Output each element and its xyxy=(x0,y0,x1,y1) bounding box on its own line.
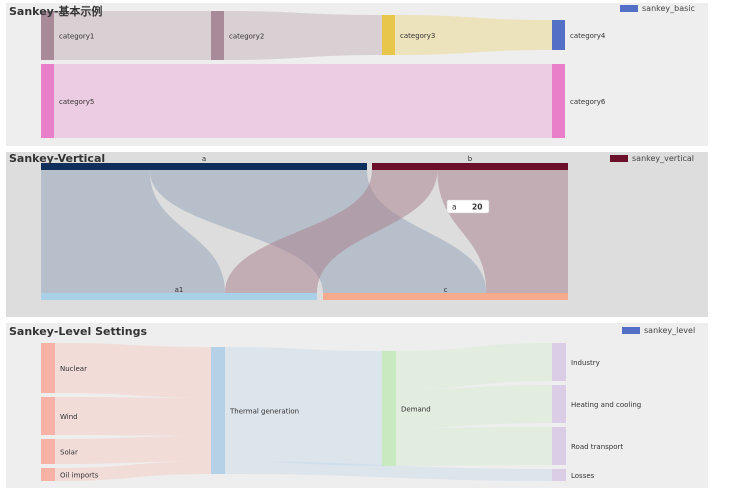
legend-label: sankey_vertical xyxy=(632,154,694,163)
link-thermal-generation-to-losses xyxy=(225,461,552,481)
node-category3 xyxy=(382,15,395,55)
tooltip xyxy=(446,199,490,214)
node-label-category1: category1 xyxy=(59,33,94,41)
node-a xyxy=(41,163,367,170)
link-demand-to-heating-and-cooling xyxy=(396,385,552,428)
node-label-heating-and-cooling: Heating and cooling xyxy=(571,401,641,409)
sankey-vertical-panel: a b a1 c a 20 Sankey-Vertical sankey_vertical xyxy=(6,152,708,317)
node-label-industry: Industry xyxy=(571,359,600,367)
node-demand xyxy=(382,351,396,466)
link-category2-to-category3 xyxy=(224,11,382,60)
node-wind xyxy=(41,397,55,435)
link-category5-to-category6 xyxy=(54,64,552,138)
node-label-category6: category6 xyxy=(570,98,606,106)
node-label-oil-imports: Oil imports xyxy=(60,472,99,480)
node-b xyxy=(372,163,568,170)
legend[interactable]: sankey_vertical xyxy=(610,154,694,163)
node-category5 xyxy=(41,64,54,138)
node-label-category4: category4 xyxy=(570,32,606,40)
node-label-road-transport: Road transport xyxy=(571,443,623,451)
legend[interactable]: sankey_basic xyxy=(620,4,695,13)
node-losses xyxy=(552,469,566,481)
chart-title: Sankey-基本示例 xyxy=(9,5,103,18)
legend-swatch xyxy=(622,327,640,334)
node-solar xyxy=(41,439,55,464)
chart-title: Sankey-Level Settings xyxy=(9,325,148,338)
link-a-to-a1 xyxy=(41,170,225,293)
node-label-thermal-generation: Thermal generation xyxy=(229,408,299,416)
node-label-nuclear: Nuclear xyxy=(60,365,87,373)
node-c xyxy=(323,293,568,300)
node-label-category3: category3 xyxy=(400,32,435,40)
sankey-basic-panel: category1 category2 category3 category4 cate… xyxy=(6,3,708,146)
legend-swatch xyxy=(610,155,628,162)
link-category3-to-category4 xyxy=(395,15,552,55)
node-label-a1: a1 xyxy=(175,286,184,294)
sankey-vertical-svg: a b a1 c a 20 xyxy=(6,152,708,317)
chart-background xyxy=(6,3,708,146)
node-label-solar: Solar xyxy=(60,449,78,457)
node-label-category5: category5 xyxy=(59,98,94,106)
legend-swatch xyxy=(620,5,638,12)
node-category2 xyxy=(211,11,224,60)
node-label-demand: Demand xyxy=(401,406,431,414)
link-oil-imports-to-thermal-generation xyxy=(55,461,211,481)
node-a1 xyxy=(41,293,317,300)
tooltip-label: a xyxy=(452,203,457,212)
link-solar-to-thermal-generation xyxy=(55,435,211,464)
node-thermal-generation xyxy=(211,347,225,474)
legend-label: sankey_level xyxy=(644,326,696,335)
sankey-basic-svg: category1 category2 category3 category4 cate… xyxy=(6,3,708,146)
link-nuclear-to-thermal-generation xyxy=(55,343,211,398)
sankey-level-svg: Nuclear Wind Solar Oil imports Thermal gener… xyxy=(6,323,708,488)
chart-title: Sankey-Vertical xyxy=(9,152,106,165)
node-label-b: b xyxy=(468,155,473,163)
link-thermal-generation-to-demand xyxy=(225,347,382,466)
node-industry xyxy=(552,343,566,381)
chart-background xyxy=(6,323,708,488)
node-label-wind: Wind xyxy=(60,413,78,421)
sankey-level-panel: Nuclear Wind Solar Oil imports Thermal gener… xyxy=(6,323,708,488)
tooltip-value: 20 xyxy=(472,203,482,212)
node-category6 xyxy=(552,64,565,138)
node-nuclear xyxy=(41,343,55,393)
link-wind-to-thermal-generation xyxy=(55,397,211,436)
node-category4 xyxy=(552,20,565,50)
link-b-to-a1 xyxy=(225,170,438,293)
node-road-transport xyxy=(552,427,566,465)
node-oil-imports xyxy=(41,468,55,481)
link-category1-to-category2 xyxy=(54,11,211,60)
node-label-c: c xyxy=(444,286,448,294)
node-label-category2: category2 xyxy=(229,33,264,41)
node-label-a: a xyxy=(202,155,206,163)
node-heating-and-cooling xyxy=(552,385,566,423)
legend-label: sankey_basic xyxy=(642,4,695,13)
link-demand-to-road-transport xyxy=(396,427,552,466)
legend[interactable]: sankey_level xyxy=(622,326,695,335)
node-category1 xyxy=(41,11,54,60)
link-demand-to-industry xyxy=(396,343,552,390)
node-label-losses: Losses xyxy=(571,472,595,480)
